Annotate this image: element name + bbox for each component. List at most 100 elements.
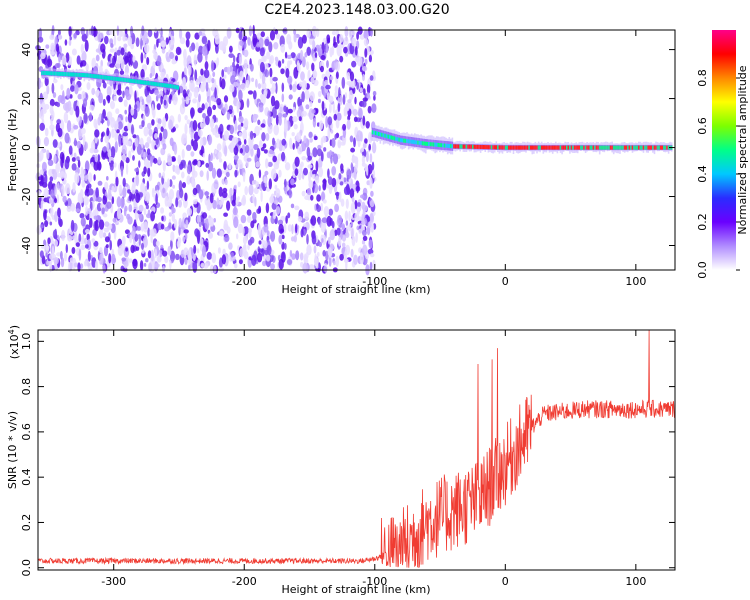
spectrogram-track-core: [44, 71, 46, 75]
spectrogram-cell: [223, 130, 230, 141]
spectrogram-cell: [357, 202, 361, 207]
spectrogram-cell: [169, 260, 172, 270]
spectrogram-track-core: [548, 145, 551, 150]
snr-y-ticks: 1.0 0.8 0.6 0.4 0.2 0.0: [20, 333, 675, 576]
spectrogram-track-core: [165, 83, 167, 88]
spectrogram-cell: [39, 122, 45, 131]
spectrogram-cell: [257, 252, 263, 263]
spectrogram-cell: [234, 120, 238, 131]
spectrogram-cell: [198, 221, 202, 228]
spectrogram-cell: [116, 207, 122, 220]
spectrogram-cell: [125, 93, 131, 101]
spectrogram-cell: [106, 86, 112, 97]
spectrogram-track-core: [56, 71, 59, 76]
spectrogram-track-core: [490, 145, 493, 150]
spectrogram-cell: [327, 236, 331, 245]
spectrogram-cell: [160, 95, 163, 105]
spectrogram-cell: [198, 93, 201, 103]
spectrogram-cell: [246, 215, 252, 223]
spectrogram-track-core: [475, 144, 477, 149]
spectrogram-cell: [229, 84, 235, 93]
spectrogram-cell: [308, 180, 314, 189]
spectrogram-cell: [51, 168, 55, 175]
spectrogram-cell: [222, 36, 229, 47]
spectrogram-cell: [175, 253, 180, 261]
spectrogram-track-core: [92, 74, 95, 79]
spectrogram-track-core: [591, 145, 593, 150]
spectrogram-track-core: [108, 76, 111, 80]
spectrogram-cell: [38, 27, 43, 40]
spectrogram-cell: [186, 90, 189, 95]
spectrogram-cell: [49, 34, 55, 40]
spectrogram-cell: [263, 89, 268, 99]
spectrogram-cell: [294, 205, 300, 211]
spectrogram-cell: [361, 213, 365, 225]
spectrogram-cell: [115, 176, 119, 187]
spectrogram-cell: [329, 76, 334, 81]
spectrogram-cell: [91, 57, 96, 69]
spectrogram-cell: [94, 219, 100, 232]
spectrogram-cell: [108, 29, 115, 35]
spectrogram-cell: [173, 218, 178, 229]
spectrogram-cell: [164, 255, 169, 264]
spectrogram-cell: [148, 262, 153, 272]
spectrogram-track-core: [130, 78, 133, 83]
spectrogram-cell: [147, 227, 150, 237]
spectrogram-track-core: [515, 145, 518, 150]
spectrogram-cell: [162, 171, 166, 179]
spectrogram-cell: [219, 230, 224, 237]
spectrogram-cell: [294, 168, 299, 177]
spectrogram-cell: [123, 99, 128, 107]
spectrogram-cell: [287, 60, 291, 70]
spectrogram-cell: [234, 169, 238, 178]
spectrogram-cell: [350, 147, 355, 153]
spectrogram-track-core: [168, 83, 170, 88]
spectrogram-cell: [300, 71, 305, 81]
spectrogram-cell: [217, 151, 222, 160]
spectrogram-track-core: [161, 83, 164, 87]
spectrogram-cell: [367, 248, 374, 255]
spectrogram-cell: [281, 58, 285, 64]
spectrogram-cell: [67, 60, 71, 66]
spectrogram-track-core: [398, 137, 400, 142]
spectrogram-cell: [287, 108, 293, 114]
spectrogram-cell: [41, 161, 47, 172]
spectrogram-cell: [252, 90, 257, 100]
spectrogram-track-core: [445, 143, 447, 148]
spectrogram-cell: [269, 30, 276, 41]
spectrogram-cell: [197, 160, 201, 168]
spectrogram-track-core: [171, 84, 173, 89]
spectrogram-cell: [113, 34, 117, 46]
spectrogram-track-core: [136, 79, 139, 84]
spectrogram-cell: [94, 260, 99, 271]
spectrogram-cell: [264, 38, 270, 47]
spectrogram-track-core: [605, 145, 607, 150]
spectrogram-cell: [306, 61, 310, 70]
spectrogram-cell: [88, 188, 94, 196]
spectrogram-y-tick-label: -20: [20, 188, 33, 206]
spectrogram-cell: [246, 98, 250, 108]
spectrogram-cell: [233, 81, 239, 87]
spectrogram-track-core: [379, 132, 382, 137]
spectrogram-cell: [351, 235, 356, 247]
spectrogram-cell: [303, 135, 307, 144]
spectrogram-cell: [360, 252, 363, 257]
spectrogram-cell: [117, 121, 123, 130]
spectrogram-track-core: [407, 139, 410, 144]
spectrogram-cell: [118, 184, 123, 194]
spectrogram-cell: [243, 49, 249, 58]
spectrogram-track-core: [534, 145, 537, 150]
spectrogram-cell: [263, 149, 268, 154]
spectrogram-cell: [127, 122, 132, 131]
spectrogram-cell: [290, 253, 296, 260]
spectrogram-cell: [143, 159, 150, 167]
spectrogram-cell: [146, 57, 150, 65]
spectrogram-cell: [132, 182, 136, 188]
spectrogram-cell: [192, 199, 198, 205]
spectrogram-cell: [146, 180, 150, 190]
spectrogram-cell: [50, 207, 54, 218]
spectrogram-cell: [171, 213, 176, 223]
spectrogram-track-core: [132, 79, 134, 83]
spectrogram-cell: [80, 127, 86, 135]
spectrogram-cell: [369, 261, 373, 271]
